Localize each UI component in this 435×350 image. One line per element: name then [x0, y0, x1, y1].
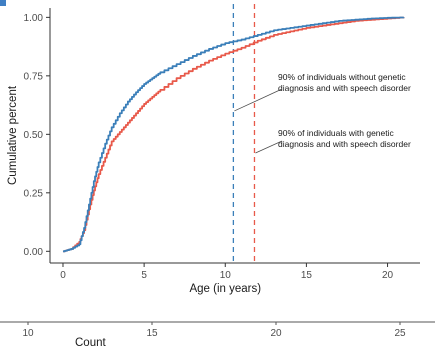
- x-tick-label: 20: [382, 270, 394, 281]
- series-line: [62, 16, 405, 253]
- count-axis-title: Count: [75, 337, 106, 349]
- y-tick-label: 1.00: [24, 13, 44, 24]
- annotation-leader: [255, 140, 283, 154]
- series-line: [62, 16, 405, 253]
- y-tick-label: 0.00: [24, 247, 44, 258]
- annotation-text: 90% of individuals with genetic: [278, 128, 395, 138]
- count-tick-label: 20: [270, 328, 282, 339]
- x-tick-label: 10: [220, 270, 232, 281]
- x-tick-label: 0: [60, 270, 66, 281]
- y-ticks: 0.00 0.25 0.50 0.75 1.00: [24, 13, 50, 258]
- y-tick-label: 0.50: [24, 130, 44, 141]
- count-tick-label: 10: [22, 328, 34, 339]
- series-lines: [62, 16, 405, 253]
- x-tick-label: 15: [301, 270, 313, 281]
- annotation-text: diagnosis and with speech disorder: [278, 83, 411, 93]
- x-axis-title: Age (in years): [189, 283, 261, 295]
- count-axis-ticks: 10 15 20 25: [22, 322, 406, 339]
- y-axis-title: Cumulative percent: [7, 85, 19, 185]
- count-axis: 10 15 20 25 Count: [0, 321, 435, 349]
- x-tick-label: 5: [141, 270, 147, 281]
- annotation-text: 90% of individuals without genetic: [278, 72, 406, 82]
- corner-marker: [0, 0, 6, 6]
- annotation-text: diagnosis and with speech disorder: [278, 139, 411, 149]
- count-tick-label: 25: [394, 328, 406, 339]
- annotations: 90% of individuals without geneticdiagno…: [234, 72, 411, 154]
- reference-lines: [232, 4, 256, 263]
- x-ticks: 0 5 10 15 20: [60, 263, 394, 281]
- y-tick-label: 0.25: [24, 188, 44, 199]
- main-plot-area: 0.00 0.25 0.50 0.75 1.00 0 5 10 15 20 90% of ind…: [7, 4, 420, 295]
- count-tick-label: 15: [146, 328, 158, 339]
- annotation-leader: [234, 88, 283, 112]
- y-tick-label: 0.75: [24, 71, 44, 82]
